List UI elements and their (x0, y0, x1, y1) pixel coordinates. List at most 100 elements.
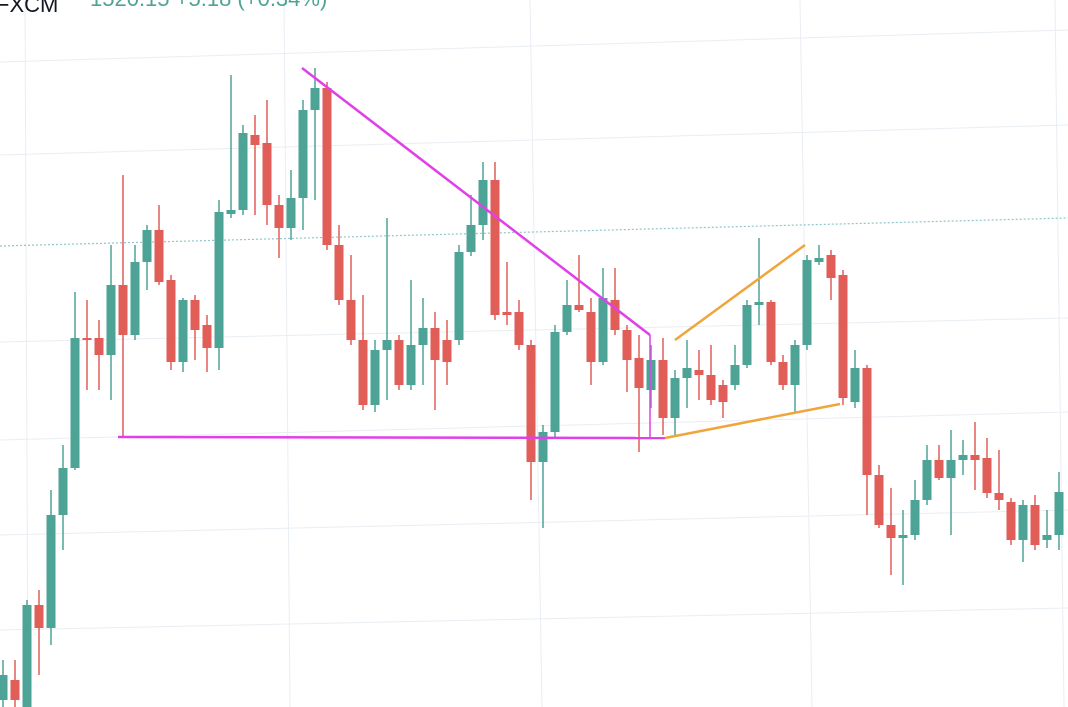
trend-line (664, 402, 841, 440)
candle-body (994, 493, 1004, 500)
candle-body (394, 340, 404, 385)
candle-body (574, 305, 584, 310)
candle-body (826, 255, 836, 278)
candle-body (358, 340, 368, 405)
candle-body (0, 675, 8, 700)
grid-line (0, 317, 1068, 343)
candle-body (418, 328, 428, 345)
candle-body (1018, 505, 1028, 540)
candle-body (658, 360, 668, 418)
candle-body (778, 362, 788, 385)
candle-body (406, 345, 416, 385)
grid-line (283, 0, 291, 707)
candle-body (58, 468, 68, 515)
candle-body (922, 460, 932, 500)
grid-line (0, 607, 1068, 631)
candle-body (766, 302, 776, 362)
candle-body (550, 332, 560, 432)
candle-body (598, 298, 608, 362)
candle-body (274, 205, 284, 228)
candle-body (1054, 492, 1064, 535)
candle-body (586, 312, 596, 362)
candle-body (526, 345, 536, 462)
candle-body (106, 285, 116, 355)
candle-body (958, 455, 968, 460)
candle-body (670, 378, 680, 418)
candle-body (190, 300, 200, 330)
candle-body (154, 230, 164, 282)
candle-body (46, 515, 56, 628)
candle-body (802, 260, 812, 345)
candle-body (850, 368, 860, 402)
grid-line (799, 0, 813, 707)
grid-line (0, 29, 1068, 63)
trend-line (674, 243, 806, 342)
candle-body (442, 340, 452, 362)
candle-body (970, 455, 980, 460)
candle-body (538, 432, 548, 462)
candle-body (490, 180, 500, 315)
candle-body (1042, 535, 1052, 540)
trend-line (117, 435, 666, 440)
candle-body (622, 330, 632, 360)
candle-body (718, 385, 728, 402)
candle-body (682, 368, 692, 378)
candle-body (202, 325, 212, 348)
candle-body (370, 350, 380, 405)
candle-body (982, 458, 992, 493)
candle-body (466, 225, 476, 252)
candle-body (34, 605, 44, 628)
candle-body (10, 680, 20, 700)
candle-body (142, 230, 152, 262)
candle-body (82, 338, 92, 340)
candle-body (862, 368, 872, 475)
candle-body (226, 210, 236, 214)
candle-body (1030, 505, 1040, 545)
candle-body (514, 312, 524, 345)
candle-body (754, 302, 764, 305)
symbol: FXCM (0, 0, 58, 17)
candle-body (130, 262, 140, 335)
candle-body (706, 375, 716, 400)
candle-body (838, 275, 848, 398)
candle-body (502, 312, 512, 315)
candle-body (1006, 502, 1016, 540)
grid-line (1054, 0, 1065, 707)
candle-body (214, 212, 224, 348)
candle-body (262, 143, 272, 205)
candle-body (118, 285, 128, 335)
grid-line (0, 124, 1068, 156)
candles (0, 68, 1064, 707)
candle-body (310, 88, 320, 110)
candle-body (70, 338, 80, 468)
candle-body (286, 198, 296, 228)
candle-body (178, 300, 188, 362)
candle-body (886, 525, 896, 538)
candle-body (478, 180, 488, 225)
candle-body (346, 300, 356, 340)
candle-body (430, 328, 440, 360)
candle-body (694, 370, 704, 375)
drawings (117, 67, 841, 440)
candle-body (934, 460, 944, 478)
grid-line (529, 0, 543, 707)
candle-body (874, 475, 884, 525)
candle-body (322, 88, 332, 245)
quote: 1520.15 +5.18 (+0.34%) (90, 0, 327, 11)
grid-line (0, 509, 1068, 536)
candle-body (742, 305, 752, 365)
candle-body (298, 110, 308, 198)
candle-body (610, 300, 620, 330)
candle-body (646, 360, 656, 390)
grid-line (24, 0, 29, 707)
candle-body (454, 252, 464, 340)
candle-body (898, 535, 908, 538)
candle-body (22, 605, 32, 707)
candle-body (634, 358, 644, 388)
candle-body (382, 340, 392, 350)
candle-body (250, 135, 260, 145)
candle-body (730, 365, 740, 385)
candle-body (238, 133, 248, 210)
